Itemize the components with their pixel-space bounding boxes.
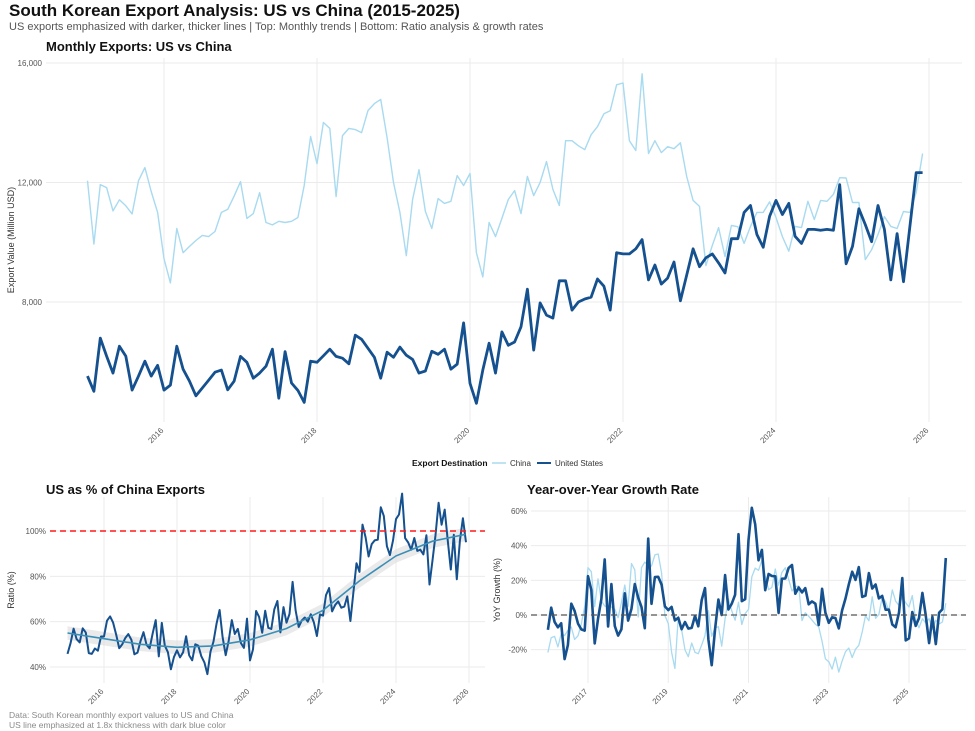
y-tick-label: -20% [508, 646, 527, 655]
x-tick-label: 2017 [570, 687, 589, 706]
yoy-growth-chart: -20% 0% 20% 40% 60% 2017 2019 2021 2023 2025 YoY G… [492, 497, 966, 706]
ratio-chart-title: US as % of China Exports [46, 482, 205, 497]
ratio-line [66, 492, 467, 676]
x-tick-label: 2020 [232, 687, 251, 706]
x-tick-label: 2025 [891, 687, 910, 706]
us-export-line [86, 171, 923, 405]
legend-title: Export Destination [412, 458, 488, 468]
y-tick-label: 80% [30, 572, 46, 581]
x-tick-label: 2016 [146, 426, 165, 445]
x-tick-label: 2023 [811, 687, 830, 706]
y-axis-title: YoY Growth (%) [492, 558, 502, 622]
y-tick-label: 60% [30, 618, 46, 627]
x-tick-label: 2021 [731, 687, 750, 706]
y-tick-label: 60% [511, 507, 527, 516]
y-tick-label: 8,000 [22, 298, 43, 307]
ratio-trend-line [67, 533, 466, 649]
yoy-chart-title: Year-over-Year Growth Rate [527, 482, 699, 497]
legend: Export Destination China United States [412, 458, 603, 468]
y-tick-label: 20% [511, 576, 527, 585]
y-tick-label: 0% [515, 611, 527, 620]
y-axis-title: Export Value (Million USD) [6, 187, 16, 293]
y-axis-title: Ratio (%) [6, 571, 16, 609]
x-tick-label: 2026 [451, 687, 470, 706]
x-tick-label: 2022 [305, 687, 324, 706]
x-tick-label: 2018 [299, 426, 318, 445]
y-tick-label: 40% [30, 663, 46, 672]
x-tick-label: 2022 [605, 426, 624, 445]
y-tick-label: 40% [511, 542, 527, 551]
caption: Data: South Korean monthly export values… [9, 710, 233, 730]
monthly-chart-title: Monthly Exports: US vs China [46, 39, 232, 54]
x-tick-label: 2024 [378, 687, 397, 706]
us-yoy-line [546, 506, 948, 667]
x-tick-label: 2019 [651, 687, 670, 706]
china-export-line [86, 73, 924, 284]
y-tick-label: 100% [26, 527, 46, 536]
x-tick-label: 2024 [758, 426, 777, 445]
legend-china-label: China [510, 459, 531, 468]
caption-line-2: US line emphasized at 1.8x thickness wit… [9, 720, 226, 730]
main-subtitle: US exports emphasized with darker, thick… [9, 21, 544, 33]
x-tick-label: 2016 [86, 687, 105, 706]
caption-line-1: Data: South Korean monthly export values… [9, 710, 234, 720]
x-tick-label: 2020 [452, 426, 471, 445]
y-tick-label: 12,000 [18, 179, 43, 188]
ratio-chart: 40% 60% 80% 100% 2016 2018 2020 2022 2024 2026 Rat… [6, 492, 485, 706]
x-tick-label: 2018 [159, 687, 178, 706]
main-title: South Korean Export Analysis: US vs Chin… [9, 1, 460, 20]
monthly-exports-chart: 8,000 12,000 16,000 2016 2018 2020 2022 2024 202… [6, 58, 962, 445]
x-tick-label: 2026 [911, 426, 930, 445]
y-tick-label: 16,000 [18, 59, 43, 68]
legend-us-label: United States [555, 459, 603, 468]
